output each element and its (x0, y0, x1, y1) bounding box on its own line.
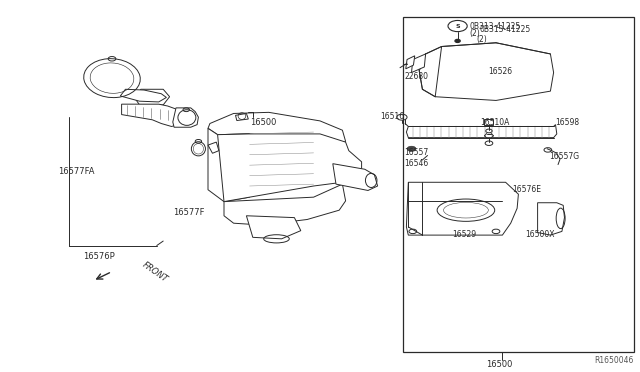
Text: 16500: 16500 (486, 360, 513, 369)
Polygon shape (122, 104, 182, 126)
Polygon shape (236, 113, 248, 121)
Text: 16577F: 16577F (173, 208, 204, 217)
Text: 16576E: 16576E (512, 185, 541, 194)
Polygon shape (412, 54, 426, 73)
Text: S: S (455, 23, 460, 29)
FancyBboxPatch shape (484, 119, 493, 125)
Polygon shape (120, 89, 166, 102)
Text: 16500: 16500 (250, 118, 276, 127)
Text: (2): (2) (469, 29, 480, 38)
Text: 0B313-41225: 0B313-41225 (469, 22, 520, 31)
Polygon shape (224, 184, 346, 225)
Text: 22680: 22680 (404, 72, 429, 81)
Text: 16557G: 16557G (549, 152, 579, 161)
Polygon shape (208, 128, 250, 202)
Polygon shape (218, 134, 362, 202)
Text: 16576P: 16576P (83, 252, 115, 261)
Text: 16598: 16598 (556, 118, 580, 126)
Circle shape (455, 39, 460, 42)
Polygon shape (419, 43, 554, 100)
Polygon shape (406, 182, 518, 235)
Text: 16500X: 16500X (525, 230, 554, 239)
Polygon shape (406, 125, 557, 138)
Text: 16516: 16516 (380, 112, 404, 121)
Polygon shape (406, 56, 415, 69)
Polygon shape (246, 216, 301, 239)
Text: 16529: 16529 (452, 230, 476, 239)
Polygon shape (173, 108, 198, 127)
Text: 16510A: 16510A (480, 118, 509, 126)
Text: 16546: 16546 (404, 159, 429, 168)
Polygon shape (208, 142, 219, 153)
Polygon shape (208, 112, 346, 147)
Polygon shape (333, 164, 378, 190)
Text: 16577FA: 16577FA (58, 167, 94, 176)
Bar (403, 17, 634, 352)
Text: (2): (2) (477, 35, 488, 44)
Text: 16557: 16557 (404, 148, 429, 157)
Text: 0B313-41225: 0B313-41225 (480, 25, 531, 34)
Text: 16526: 16526 (488, 67, 513, 76)
Circle shape (407, 146, 416, 151)
Polygon shape (134, 89, 170, 105)
Text: R1650046: R1650046 (594, 356, 634, 365)
Polygon shape (538, 203, 564, 235)
Text: FRONT: FRONT (141, 260, 170, 284)
